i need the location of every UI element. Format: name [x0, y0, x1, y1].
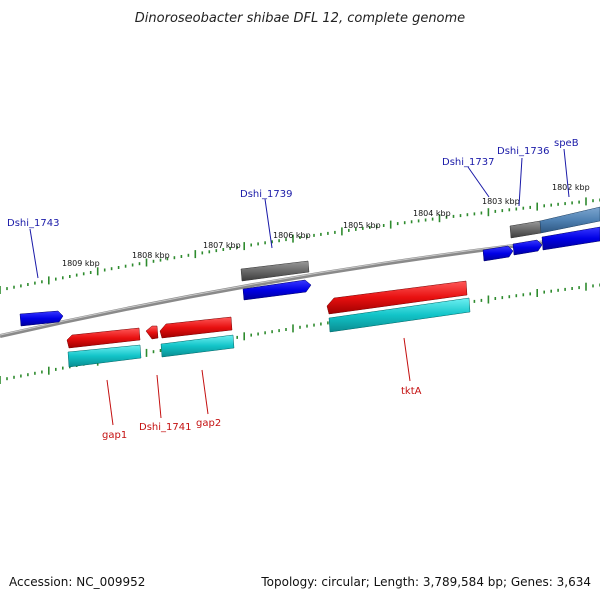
label-dshi-1743[interactable]: Dshi_1743 — [7, 218, 59, 229]
scale-label-1806: 1806 kbp — [273, 231, 311, 240]
feature-gap1-red[interactable] — [66, 327, 141, 349]
scale-label-1808: 1808 kbp — [132, 251, 170, 260]
footer-accession: Accession: NC_009952 — [9, 575, 145, 589]
feature-tktA-cyan[interactable] — [328, 297, 471, 333]
label-dshi-1737[interactable]: Dshi_1737 — [442, 157, 494, 168]
label-gap2[interactable]: gap2 — [196, 418, 221, 429]
footer-summary: Topology: circular; Length: 3,789,584 bp… — [260, 575, 591, 589]
feature-dshi-1739-gray[interactable] — [240, 260, 310, 282]
scale-label-1807: 1807 kbp — [203, 241, 241, 250]
label-dshi-1736[interactable]: Dshi_1736 — [497, 146, 549, 157]
feature-speB[interactable] — [541, 226, 600, 251]
scale-label-1804: 1804 kbp — [413, 209, 451, 218]
feature-dshi-1737[interactable] — [482, 245, 514, 262]
label-tktA[interactable]: tktA — [401, 386, 422, 397]
scale-label-1802: 1802 kbp — [552, 183, 590, 192]
label-dshi-1741[interactable]: Dshi_1741 — [139, 422, 191, 433]
feature-dshi-1736-gray[interactable] — [509, 220, 542, 239]
feature-dshi-1743[interactable] — [19, 310, 64, 327]
map-title: Dinoroseobacter shibae DFL 12, complete … — [135, 11, 465, 26]
feature-dshi-1741[interactable] — [145, 325, 159, 340]
feature-gap2-red[interactable] — [159, 316, 233, 339]
label-dshi-1739[interactable]: Dshi_1739 — [240, 189, 292, 200]
feature-gap2-cyan[interactable] — [160, 334, 235, 358]
leader-lines — [29, 148, 570, 426]
scale-label-1809: 1809 kbp — [62, 259, 100, 268]
label-speB[interactable]: speB — [554, 138, 579, 149]
feature-dshi-1736[interactable] — [512, 239, 543, 256]
feature-speB-steel[interactable] — [539, 206, 600, 234]
label-gap1[interactable]: gap1 — [102, 430, 127, 441]
scale-ticks-upper — [0, 197, 600, 294]
scale-label-1803: 1803 kbp — [482, 197, 520, 206]
feature-dshi-1739[interactable] — [242, 279, 312, 301]
feature-tktA-red[interactable] — [326, 280, 468, 315]
scale-label-1805: 1805 kbp — [343, 221, 381, 230]
feature-gap1-cyan[interactable] — [67, 344, 142, 368]
